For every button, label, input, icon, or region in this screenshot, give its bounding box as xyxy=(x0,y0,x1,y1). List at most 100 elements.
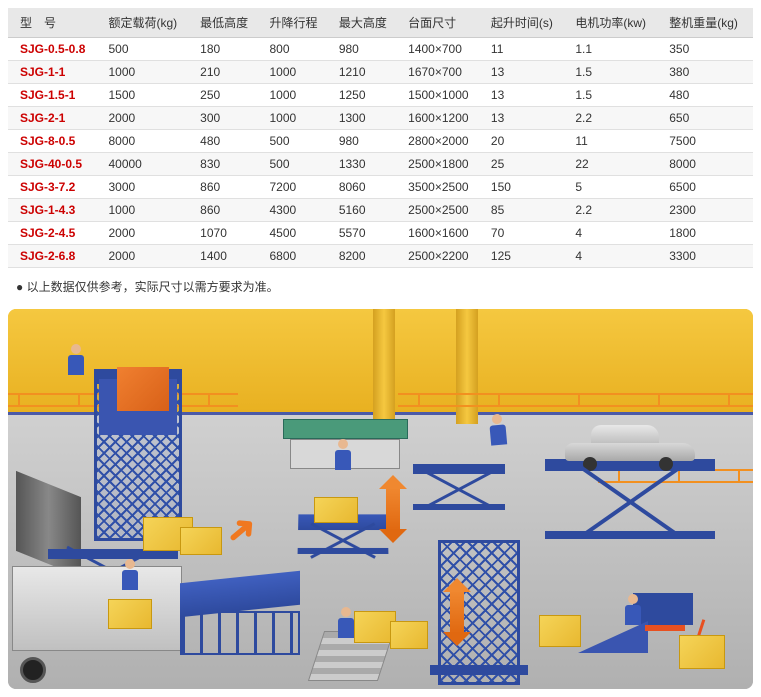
table-cell: 1500×1000 xyxy=(400,84,483,107)
footnote: 以上数据仅供参考，实际尺寸以需方要求为准。 xyxy=(16,278,753,295)
table-cell: 210 xyxy=(192,61,261,84)
table-cell: SJG-40-0.5 xyxy=(8,153,100,176)
scissor-lift xyxy=(413,464,505,510)
table-cell: 4 xyxy=(567,245,661,268)
table-cell: 6500 xyxy=(661,176,753,199)
table-cell: 2300 xyxy=(661,199,753,222)
table-cell: 11 xyxy=(567,130,661,153)
table-cell: 1000 xyxy=(262,84,331,107)
box xyxy=(314,497,358,523)
table-cell: 1800 xyxy=(661,222,753,245)
table-cell: 1.5 xyxy=(567,61,661,84)
table-cell: SJG-1-1 xyxy=(8,61,100,84)
table-cell: 150 xyxy=(483,176,567,199)
table-cell: 500 xyxy=(262,153,331,176)
table-cell: 1600×1200 xyxy=(400,107,483,130)
table-cell: 3000 xyxy=(100,176,192,199)
column-header: 电机功率(kw) xyxy=(567,8,661,38)
table-cell: SJG-2-4.5 xyxy=(8,222,100,245)
table-cell: 8060 xyxy=(331,176,400,199)
arrow-updown-icon xyxy=(450,590,464,634)
table-cell: 860 xyxy=(192,176,261,199)
table-cell: 1070 xyxy=(192,222,261,245)
table-cell: 20 xyxy=(483,130,567,153)
table-row: SJG-2-6.820001400680082002500×2200125433… xyxy=(8,245,753,268)
table-cell: SJG-2-6.8 xyxy=(8,245,100,268)
column-header: 最低高度 xyxy=(192,8,261,38)
table-cell: 1000 xyxy=(262,61,331,84)
box xyxy=(390,621,428,649)
table-cell: 1000 xyxy=(100,199,192,222)
car-lift xyxy=(545,459,715,539)
table-cell: 4500 xyxy=(262,222,331,245)
worker xyxy=(487,413,510,449)
table-row: SJG-1-11000210100012101670×700131.5380 xyxy=(8,61,753,84)
table-cell: 1400×700 xyxy=(400,38,483,61)
table-row: SJG-1.5-11500250100012501500×1000131.548… xyxy=(8,84,753,107)
table-cell: SJG-8-0.5 xyxy=(8,130,100,153)
table-cell: 2000 xyxy=(100,222,192,245)
worker xyxy=(336,607,356,641)
table-cell: 800 xyxy=(262,38,331,61)
table-cell: 8000 xyxy=(100,130,192,153)
table-cell: 480 xyxy=(192,130,261,153)
table-cell: 2500×1800 xyxy=(400,153,483,176)
table-cell: 3500×2500 xyxy=(400,176,483,199)
box xyxy=(539,615,581,647)
table-cell: SJG-1.5-1 xyxy=(8,84,100,107)
table-cell: 125 xyxy=(483,245,567,268)
table-cell: 70 xyxy=(483,222,567,245)
table-cell: 4 xyxy=(567,222,661,245)
truck xyxy=(12,566,192,681)
table-cell: 350 xyxy=(661,38,753,61)
table-row: SJG-2-12000300100013001600×1200132.2650 xyxy=(8,107,753,130)
table-cell: 2500×2500 xyxy=(400,199,483,222)
table-cell: 500 xyxy=(262,130,331,153)
table-row: SJG-1-4.31000860430051602500×2500852.223… xyxy=(8,199,753,222)
table-cell: 40000 xyxy=(100,153,192,176)
table-cell: 11 xyxy=(483,38,567,61)
table-cell: 2500×2200 xyxy=(400,245,483,268)
table-cell: 300 xyxy=(192,107,261,130)
table-cell: 5160 xyxy=(331,199,400,222)
table-cell: 7200 xyxy=(262,176,331,199)
table-cell: 5570 xyxy=(331,222,400,245)
column-header: 台面尺寸 xyxy=(400,8,483,38)
table-row: SJG-2-4.520001070450055701600×1600704180… xyxy=(8,222,753,245)
table-cell: 650 xyxy=(661,107,753,130)
worker xyxy=(623,594,643,628)
column-header: 额定载荷(kg) xyxy=(100,8,192,38)
table-cell: 4300 xyxy=(262,199,331,222)
table-row: SJG-0.5-0.85001808009801400×700111.1350 xyxy=(8,38,753,61)
table-cell: 6800 xyxy=(262,245,331,268)
table-row: SJG-3-7.23000860720080603500×25001505650… xyxy=(8,176,753,199)
table-cell: 980 xyxy=(331,130,400,153)
table-cell: 85 xyxy=(483,199,567,222)
table-cell: 13 xyxy=(483,61,567,84)
table-cell: 1400 xyxy=(192,245,261,268)
table-cell: 1600×1600 xyxy=(400,222,483,245)
table-cell: 250 xyxy=(192,84,261,107)
column-header: 整机重量(kg) xyxy=(661,8,753,38)
table-cell: 1250 xyxy=(331,84,400,107)
table-cell: 480 xyxy=(661,84,753,107)
worker xyxy=(333,439,353,473)
table-cell: 1500 xyxy=(100,84,192,107)
table-cell: SJG-2-1 xyxy=(8,107,100,130)
box xyxy=(108,599,152,629)
table-row: SJG-8-0.580004805009802800×200020117500 xyxy=(8,130,753,153)
box xyxy=(180,527,222,555)
table-cell: 13 xyxy=(483,107,567,130)
table-cell: 2800×2000 xyxy=(400,130,483,153)
table-cell: 2000 xyxy=(100,245,192,268)
table-cell: 1330 xyxy=(331,153,400,176)
column-header: 起升时间(s) xyxy=(483,8,567,38)
table-cell: 13 xyxy=(483,84,567,107)
table-cell: 1210 xyxy=(331,61,400,84)
table-cell: 1000 xyxy=(100,61,192,84)
table-row: SJG-40-0.54000083050013302500×1800252280… xyxy=(8,153,753,176)
table-cell: 1300 xyxy=(331,107,400,130)
column-header: 最大高度 xyxy=(331,8,400,38)
table-cell: 22 xyxy=(567,153,661,176)
table-cell: 1.1 xyxy=(567,38,661,61)
